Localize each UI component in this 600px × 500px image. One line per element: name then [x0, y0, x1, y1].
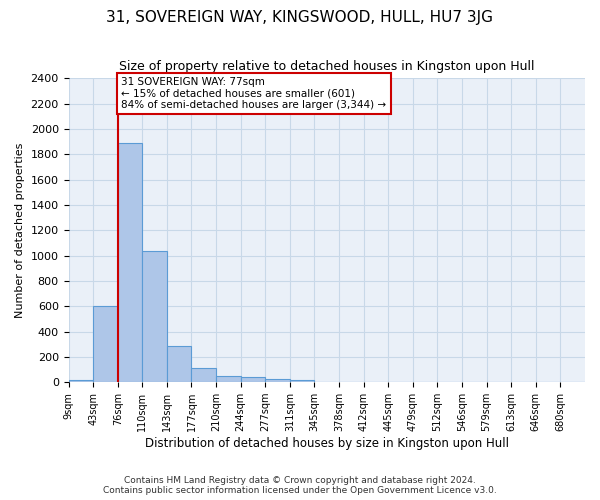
- X-axis label: Distribution of detached houses by size in Kingston upon Hull: Distribution of detached houses by size …: [145, 437, 509, 450]
- Text: Contains HM Land Registry data © Crown copyright and database right 2024.
Contai: Contains HM Land Registry data © Crown c…: [103, 476, 497, 495]
- Title: Size of property relative to detached houses in Kingston upon Hull: Size of property relative to detached ho…: [119, 60, 535, 73]
- Bar: [167, 346, 191, 382]
- Bar: [290, 380, 314, 382]
- Bar: [241, 377, 265, 382]
- Bar: [142, 251, 167, 382]
- Bar: [265, 378, 290, 382]
- Bar: [118, 143, 142, 382]
- Text: 31, SOVEREIGN WAY, KINGSWOOD, HULL, HU7 3JG: 31, SOVEREIGN WAY, KINGSWOOD, HULL, HU7 …: [107, 10, 493, 25]
- Text: 31 SOVEREIGN WAY: 77sqm
← 15% of detached houses are smaller (601)
84% of semi-d: 31 SOVEREIGN WAY: 77sqm ← 15% of detache…: [121, 77, 386, 110]
- Bar: [191, 368, 216, 382]
- Y-axis label: Number of detached properties: Number of detached properties: [15, 142, 25, 318]
- Bar: [68, 380, 93, 382]
- Bar: [93, 306, 118, 382]
- Bar: [216, 376, 241, 382]
